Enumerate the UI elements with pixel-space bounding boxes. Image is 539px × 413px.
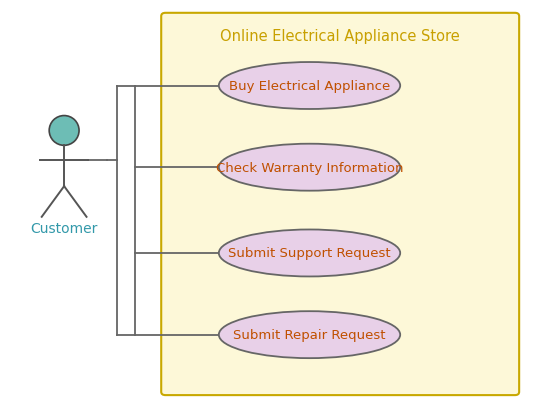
Text: Check Warranty Information: Check Warranty Information	[216, 161, 403, 174]
Ellipse shape	[219, 63, 400, 110]
Text: Submit Support Request: Submit Support Request	[228, 247, 391, 260]
Text: Online Electrical Appliance Store: Online Electrical Appliance Store	[220, 29, 460, 44]
Ellipse shape	[219, 230, 400, 277]
FancyBboxPatch shape	[161, 14, 519, 395]
Text: Customer: Customer	[30, 221, 98, 235]
Ellipse shape	[49, 116, 79, 146]
Text: Submit Repair Request: Submit Repair Request	[233, 328, 386, 341]
Ellipse shape	[219, 145, 400, 191]
Ellipse shape	[219, 311, 400, 358]
Text: Buy Electrical Appliance: Buy Electrical Appliance	[229, 80, 390, 93]
